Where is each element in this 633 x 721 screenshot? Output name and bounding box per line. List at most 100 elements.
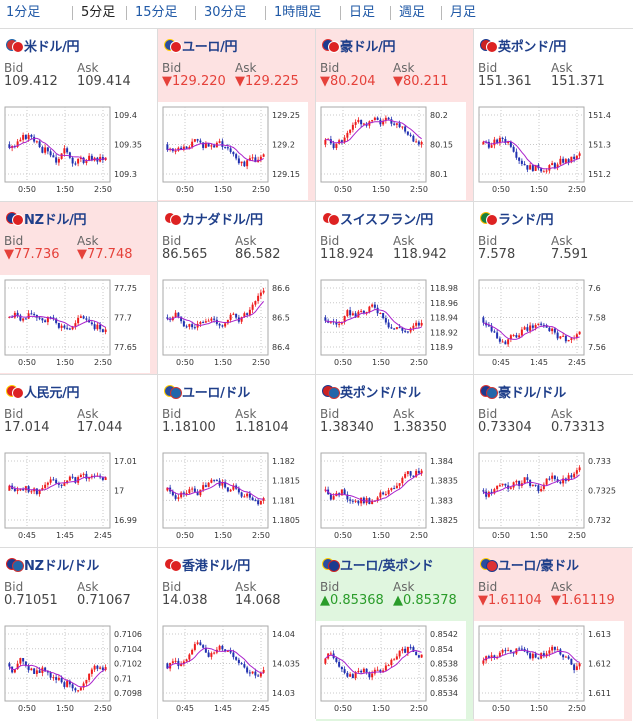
mini-chart[interactable]: 77.75 77.7 77.65 0:50 1:50 2:50 xyxy=(0,275,150,373)
card-title[interactable]: 人民元/円 xyxy=(6,383,80,401)
rate-card[interactable]: 人民元/円 Bid Ask 17.014 17.044 17.01 17 16.99 0:45 1… xyxy=(0,375,158,548)
rate-card[interactable]: 豪ドル/円 Bid Ask ▼80.204 ▼80.211 80.2 80.15 80.1 0:… xyxy=(316,29,474,202)
card-title[interactable]: ユーロ/ドル xyxy=(164,383,250,401)
card-title[interactable]: 英ポンド/ドル xyxy=(322,383,421,401)
rate-card[interactable]: NZドル/円 Bid Ask ▼77.736 ▼77.748 77.75 77.7 77.65… xyxy=(0,202,158,375)
candle xyxy=(57,158,60,163)
bid-label: Bid xyxy=(320,61,340,75)
candle xyxy=(518,648,521,650)
pair-name[interactable]: スイスフラン/円 xyxy=(340,212,433,228)
candle xyxy=(49,672,52,678)
mini-chart[interactable]: 0.733 0.7325 0.732 0:50 1:50 2:50 xyxy=(474,448,624,546)
candle xyxy=(578,663,581,667)
rate-card[interactable]: ユーロ/英ポンド Bid Ask ▲0.85368 ▲0.85378 0.8542 0.85… xyxy=(316,548,474,721)
rate-card[interactable]: ランド/円 Bid Ask 7.578 7.591 7.6 7.58 7.56 0:45 1:45… xyxy=(474,202,632,375)
card-title[interactable]: 英ポンド/円 xyxy=(480,37,566,55)
pair-name[interactable]: ユーロ/ドル xyxy=(182,385,250,401)
pair-name[interactable]: 豪ドル/ドル xyxy=(498,385,566,401)
card-title[interactable]: カナダドル/円 xyxy=(164,210,263,228)
pair-name[interactable]: 英ポンド/ドル xyxy=(340,385,421,401)
candle xyxy=(570,475,573,478)
card-title[interactable]: 豪ドル/円 xyxy=(322,37,396,55)
card-title[interactable]: 香港ドル/円 xyxy=(164,556,250,574)
candle xyxy=(218,323,221,326)
candle xyxy=(229,489,232,492)
x-tick-label: 0:50 xyxy=(334,185,352,194)
rate-card[interactable]: 英ポンド/ドル Bid Ask 1.38340 1.38350 1.384 1.3835 1.… xyxy=(316,375,474,548)
tab-15分足[interactable]: 15分足 xyxy=(135,5,178,20)
rate-card[interactable]: 米ドル/円 Bid Ask 109.412 109.414 109.4 109.35 109.… xyxy=(0,29,158,202)
candle xyxy=(398,123,401,128)
pair-name[interactable]: ユーロ/豪ドル xyxy=(498,558,579,574)
tab-30分足[interactable]: 30分足 xyxy=(204,5,247,20)
pair-name[interactable]: 人民元/円 xyxy=(24,385,80,401)
tab-週足[interactable]: 週足 xyxy=(399,5,426,20)
pair-name[interactable]: ランド/円 xyxy=(498,212,554,228)
rate-card[interactable]: ユーロ/円 Bid Ask ▼129.220 ▼129.225 129.25 129.2 12… xyxy=(158,29,316,202)
pair-name[interactable]: 英ポンド/円 xyxy=(498,39,566,55)
rate-card[interactable]: 英ポンド/円 Bid Ask 151.361 151.371 151.4 151.3 151.… xyxy=(474,29,632,202)
mini-chart[interactable]: 86.6 86.5 86.4 0:50 1:50 2:50 xyxy=(158,275,308,373)
mini-chart[interactable]: 129.25 129.2 129.15 0:50 1:50 2:50 xyxy=(158,102,308,200)
mini-chart[interactable]: 14.04 14.035 14.03 0:45 1:45 2:45 xyxy=(158,621,308,719)
pair-name[interactable]: NZドル/ドル xyxy=(24,558,99,574)
candle xyxy=(82,473,85,475)
candle xyxy=(417,322,420,326)
pair-name[interactable]: ユーロ/英ポンド xyxy=(340,558,434,574)
candle xyxy=(257,295,260,302)
card-title[interactable]: ユーロ/英ポンド xyxy=(322,556,434,574)
mini-chart[interactable]: 17.01 17 16.99 0:45 1:45 2:45 xyxy=(0,448,150,546)
candle xyxy=(196,491,199,496)
mini-chart[interactable]: 109.4 109.35 109.3 0:50 1:50 2:50 xyxy=(0,102,150,200)
card-title[interactable]: ユーロ/円 xyxy=(164,37,238,55)
card-title[interactable]: 米ドル/円 xyxy=(6,37,80,55)
mini-chart[interactable]: 0.7106 0.7104 0.7102 0.71 0.7098 0:50 1:50 2:50 xyxy=(0,621,150,719)
mini-chart[interactable]: 151.4 151.3 151.2 0:50 1:50 2:50 xyxy=(474,102,624,200)
candlestick-chart: 77.75 77.7 77.65 0:50 1:50 2:50 xyxy=(4,279,137,367)
rate-card[interactable]: NZドル/ドル Bid Ask 0.71051 0.71067 0.7106 0.7104 0… xyxy=(0,548,158,721)
pair-name[interactable]: NZドル/円 xyxy=(24,212,87,228)
rate-card[interactable]: ユーロ/ドル Bid Ask 1.18100 1.18104 1.182 1.1815 1.1… xyxy=(158,375,316,548)
rate-card[interactable]: 香港ドル/円 Bid Ask 14.038 14.068 14.04 14.035 14.03… xyxy=(158,548,316,721)
rate-card[interactable]: ユーロ/豪ドル Bid Ask ▼1.61104 ▼1.61119 1.613 1.612 1… xyxy=(474,548,632,721)
card-title[interactable]: NZドル/ドル xyxy=(6,556,99,574)
pair-name[interactable]: 米ドル/円 xyxy=(24,39,80,55)
x-tick-label: 2:50 xyxy=(568,704,586,713)
mini-chart[interactable]: 1.182 1.1815 1.181 1.1805 0:50 1:50 2:50 xyxy=(158,448,308,546)
mini-chart[interactable]: 7.6 7.58 7.56 0:45 1:45 2:45 xyxy=(474,275,624,373)
pair-name[interactable]: カナダドル/円 xyxy=(182,212,263,228)
card-title[interactable]: ランド/円 xyxy=(480,210,554,228)
candle xyxy=(412,135,415,142)
candle xyxy=(387,665,390,667)
mini-chart[interactable]: 118.98 118.96 118.94 118.92 118.9 0:50 1:50 2:5… xyxy=(316,275,466,373)
tab-1時間足[interactable]: 1時間足 xyxy=(274,5,322,20)
card-title[interactable]: スイスフラン/円 xyxy=(322,210,433,228)
x-tick-label: 1:50 xyxy=(372,185,390,194)
mini-chart[interactable]: 0.8542 0.854 0.8538 0.8536 0.8534 0:50 1:50 2:5… xyxy=(316,621,466,719)
rate-card[interactable]: 豪ドル/ドル Bid Ask 0.73304 0.73313 0.733 0.7325 0.7… xyxy=(474,375,632,548)
rate-card[interactable]: スイスフラン/円 Bid Ask 118.924 118.942 118.98 118.96… xyxy=(316,202,474,375)
card-title[interactable]: 豪ドル/ドル xyxy=(480,383,566,401)
rate-card[interactable]: カナダドル/円 Bid Ask 86.565 86.582 86.6 86.5 86.4 0:5… xyxy=(158,202,316,375)
candle xyxy=(382,670,385,673)
x-tick-label: 2:50 xyxy=(568,531,586,540)
x-tick-label: 0:50 xyxy=(492,704,510,713)
bid-label: Bid xyxy=(162,234,182,248)
pair-name[interactable]: 豪ドル/円 xyxy=(340,39,396,55)
tab-日足[interactable]: 日足 xyxy=(349,5,376,20)
tab-5分足[interactable]: 5分足 xyxy=(81,5,116,20)
mini-chart[interactable]: 1.613 1.612 1.611 0:50 1:50 2:50 xyxy=(474,621,624,719)
mini-chart[interactable]: 80.2 80.15 80.1 0:50 1:50 2:50 xyxy=(316,102,466,200)
ask-label: Ask xyxy=(393,580,415,594)
tab-1分足[interactable]: 1分足 xyxy=(6,5,41,20)
mini-chart[interactable]: 1.384 1.3835 1.383 1.3825 0:50 1:50 2:50 xyxy=(316,448,466,546)
candle xyxy=(542,653,545,657)
candle xyxy=(545,170,548,172)
card-title[interactable]: ユーロ/豪ドル xyxy=(480,556,579,574)
card-title[interactable]: NZドル/円 xyxy=(6,210,87,228)
candlestick-chart: 0.7106 0.7104 0.7102 0.71 0.7098 0:50 1:50 2:50 xyxy=(4,625,142,713)
tab-月足[interactable]: 月足 xyxy=(450,5,477,20)
pair-name[interactable]: ユーロ/円 xyxy=(182,39,238,55)
pair-name[interactable]: 香港ドル/円 xyxy=(182,558,250,574)
candle xyxy=(360,310,363,312)
